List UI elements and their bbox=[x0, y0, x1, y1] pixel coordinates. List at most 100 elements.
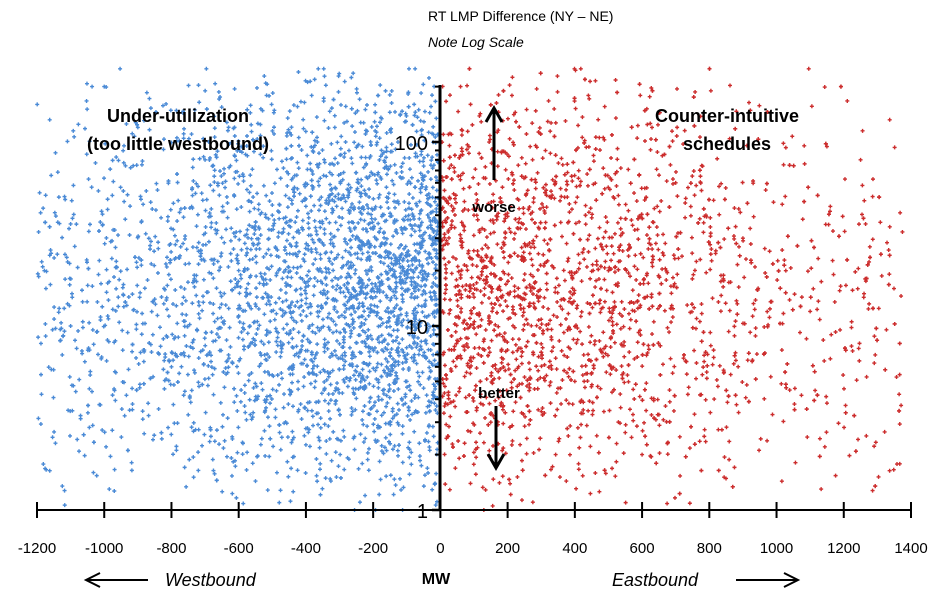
data-point bbox=[364, 161, 369, 166]
data-point bbox=[542, 362, 547, 367]
data-point bbox=[417, 234, 422, 239]
data-point bbox=[598, 386, 603, 391]
data-point bbox=[617, 245, 622, 250]
data-point bbox=[208, 214, 213, 219]
data-point bbox=[637, 214, 642, 219]
data-point bbox=[596, 277, 601, 282]
data-point bbox=[153, 302, 158, 307]
data-point bbox=[393, 147, 398, 152]
data-point bbox=[341, 263, 346, 268]
data-point bbox=[573, 106, 578, 111]
data-point bbox=[204, 107, 209, 112]
data-point bbox=[415, 335, 420, 340]
data-point bbox=[366, 256, 371, 261]
data-point bbox=[47, 224, 52, 229]
data-point bbox=[285, 435, 290, 440]
data-point bbox=[208, 427, 213, 432]
data-point bbox=[262, 271, 267, 276]
data-point bbox=[276, 234, 281, 239]
data-point bbox=[584, 423, 589, 428]
data-point bbox=[357, 292, 362, 297]
data-point bbox=[215, 316, 220, 321]
series-westbound-points bbox=[35, 66, 440, 512]
data-point bbox=[544, 193, 549, 198]
data-point bbox=[147, 341, 152, 346]
data-point bbox=[192, 276, 197, 281]
data-point bbox=[323, 266, 328, 271]
data-point bbox=[130, 386, 135, 391]
data-point bbox=[475, 249, 480, 254]
data-point bbox=[484, 395, 489, 400]
data-point bbox=[406, 179, 411, 184]
data-point bbox=[503, 235, 508, 240]
data-point bbox=[105, 207, 110, 212]
data-point bbox=[524, 131, 529, 136]
data-point bbox=[190, 165, 195, 170]
data-point bbox=[181, 350, 186, 355]
data-point bbox=[471, 450, 476, 455]
data-point bbox=[150, 437, 155, 442]
data-point bbox=[349, 312, 354, 317]
data-point bbox=[583, 203, 588, 208]
data-point bbox=[613, 78, 618, 83]
data-point bbox=[258, 233, 263, 238]
data-point bbox=[217, 442, 222, 447]
data-point bbox=[550, 193, 555, 198]
data-point bbox=[623, 202, 628, 207]
data-point bbox=[279, 435, 284, 440]
data-point bbox=[558, 220, 563, 225]
data-point bbox=[444, 266, 449, 271]
data-point bbox=[286, 332, 291, 337]
data-point bbox=[313, 225, 318, 230]
data-point bbox=[497, 376, 502, 381]
data-point bbox=[225, 201, 230, 206]
data-point bbox=[317, 151, 322, 156]
data-point bbox=[367, 221, 372, 226]
data-point bbox=[442, 188, 447, 193]
data-point bbox=[621, 324, 626, 329]
data-point bbox=[592, 342, 597, 347]
data-point bbox=[330, 353, 335, 358]
data-point bbox=[357, 97, 362, 102]
data-point bbox=[642, 198, 647, 203]
data-point bbox=[318, 256, 323, 261]
data-point bbox=[522, 291, 527, 296]
data-point bbox=[360, 282, 365, 287]
data-point bbox=[694, 376, 699, 381]
data-point bbox=[317, 467, 322, 472]
data-point bbox=[701, 220, 706, 225]
data-point bbox=[424, 185, 429, 190]
data-point bbox=[434, 302, 439, 307]
data-point bbox=[341, 170, 346, 175]
data-point bbox=[209, 365, 214, 370]
data-point bbox=[349, 331, 354, 336]
data-point bbox=[250, 340, 255, 345]
data-point bbox=[472, 295, 477, 300]
data-point bbox=[332, 113, 337, 118]
data-point bbox=[85, 348, 90, 353]
data-point bbox=[279, 371, 284, 376]
data-point bbox=[246, 235, 251, 240]
data-point bbox=[420, 264, 425, 269]
data-point bbox=[268, 277, 273, 282]
data-point bbox=[516, 163, 521, 168]
data-point bbox=[270, 387, 275, 392]
data-point bbox=[426, 470, 431, 475]
data-point bbox=[44, 269, 49, 274]
data-point bbox=[269, 191, 274, 196]
data-point bbox=[163, 261, 168, 266]
data-point bbox=[409, 462, 414, 467]
data-point bbox=[327, 436, 332, 441]
data-point bbox=[406, 318, 411, 323]
data-point bbox=[574, 184, 579, 189]
data-point bbox=[351, 373, 356, 378]
data-point bbox=[261, 254, 266, 259]
data-point bbox=[416, 303, 421, 308]
data-point bbox=[559, 401, 564, 406]
data-point bbox=[435, 499, 439, 504]
data-point bbox=[36, 335, 41, 340]
data-point bbox=[381, 410, 386, 415]
data-point bbox=[257, 323, 262, 328]
data-point bbox=[211, 302, 216, 307]
data-point bbox=[493, 322, 498, 327]
